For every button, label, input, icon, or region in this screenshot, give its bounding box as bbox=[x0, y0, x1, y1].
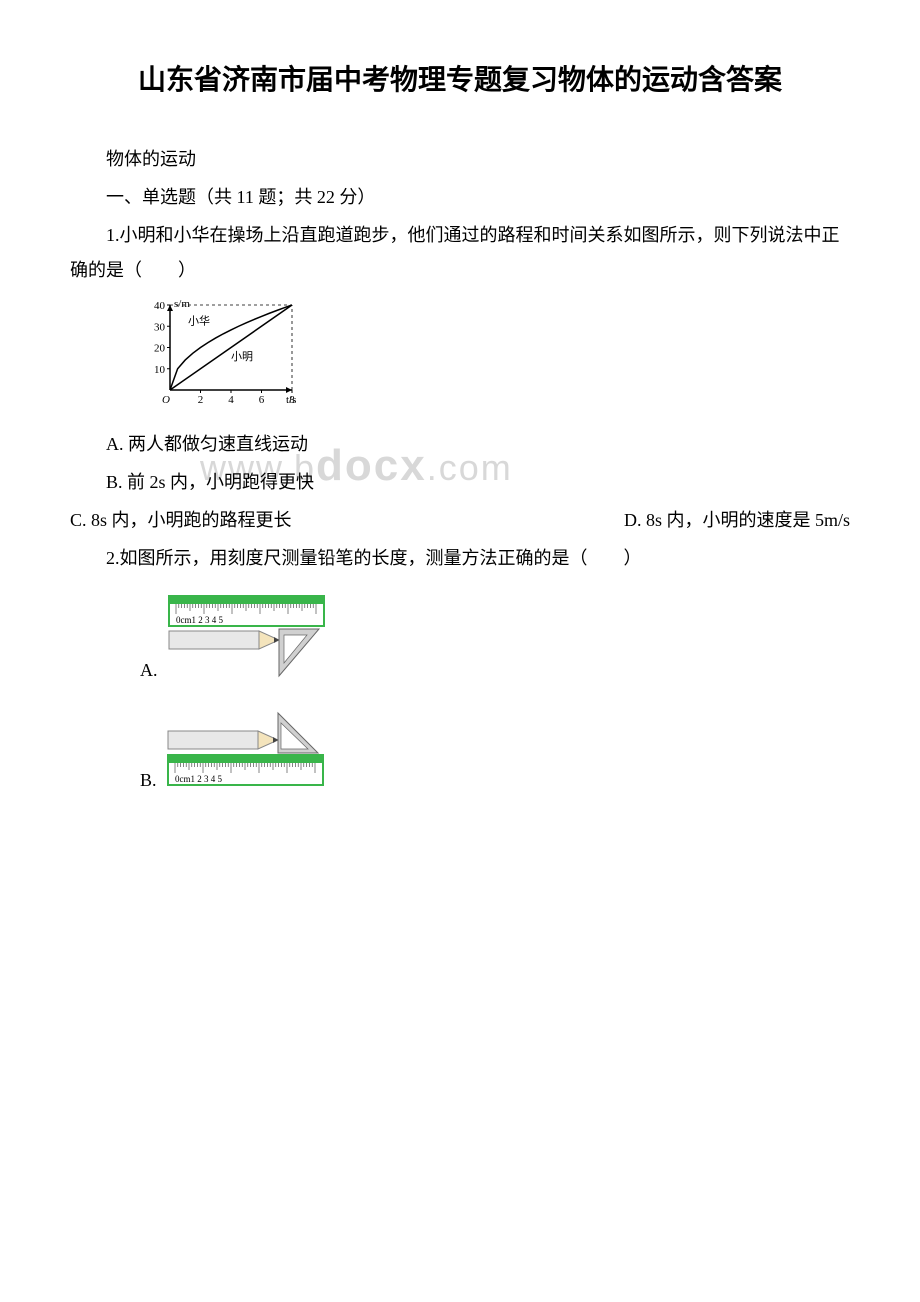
svg-text:6: 6 bbox=[259, 394, 265, 406]
q2-stem: 2.如图所示，用刻度尺测量铅笔的长度，测量方法正确的是（ ） bbox=[70, 541, 850, 575]
q2-option-b-row: B. 0cm1 2 3 4 5 bbox=[140, 711, 850, 791]
q1-option-b: B. 前 2s 内，小明跑得更快 bbox=[70, 465, 850, 499]
svg-text:20: 20 bbox=[154, 342, 166, 354]
q2-option-a-row: A. 0cm1 2 3 4 5 bbox=[140, 591, 850, 681]
document-title: 山东省济南市届中考物理专题复习物体的运动含答案 bbox=[70, 60, 850, 102]
q1-option-a: A. 两人都做匀速直线运动 bbox=[70, 427, 850, 461]
q2-ruler-diagram-b: 0cm1 2 3 4 5 bbox=[163, 711, 333, 791]
q1-option-d: D. 8s 内，小明的速度是 5m/s bbox=[624, 503, 850, 537]
q1-options-cd-row: C. 8s 内，小明跑的路程更长 D. 8s 内，小明的速度是 5m/s bbox=[70, 503, 850, 537]
svg-text:10: 10 bbox=[154, 364, 166, 376]
q2-ruler-diagram-a: 0cm1 2 3 4 5 bbox=[164, 591, 334, 681]
q1-chart: 102030402468s/mt/sO小华小明 bbox=[140, 297, 850, 417]
svg-text:t/s: t/s bbox=[286, 394, 296, 406]
svg-text:O: O bbox=[162, 394, 170, 406]
section-header: 物体的运动 bbox=[70, 142, 850, 176]
svg-text:小明: 小明 bbox=[231, 350, 253, 363]
q1-chart-svg: 102030402468s/mt/sO小华小明 bbox=[140, 297, 310, 412]
svg-text:30: 30 bbox=[154, 321, 166, 333]
q2-option-b-label: B. bbox=[140, 770, 157, 791]
svg-text:4: 4 bbox=[228, 394, 234, 406]
svg-text:0cm1 2 3 4 5: 0cm1 2 3 4 5 bbox=[175, 774, 222, 784]
svg-text:s/m: s/m bbox=[174, 298, 190, 310]
part-header: 一、单选题（共 11 题；共 22 分） bbox=[70, 180, 850, 214]
q2-option-a-label: A. bbox=[140, 660, 158, 681]
q1-option-c: C. 8s 内，小明跑的路程更长 bbox=[70, 503, 292, 537]
q1-stem: 1.小明和小华在操场上沿直跑道跑步，他们通过的路程和时间关系如图所示，则下列说法… bbox=[70, 218, 850, 286]
svg-text:0cm1 2 3 4 5: 0cm1 2 3 4 5 bbox=[176, 615, 223, 625]
svg-text:40: 40 bbox=[154, 300, 166, 312]
svg-text:小华: 小华 bbox=[188, 313, 210, 327]
svg-text:2: 2 bbox=[198, 394, 204, 406]
